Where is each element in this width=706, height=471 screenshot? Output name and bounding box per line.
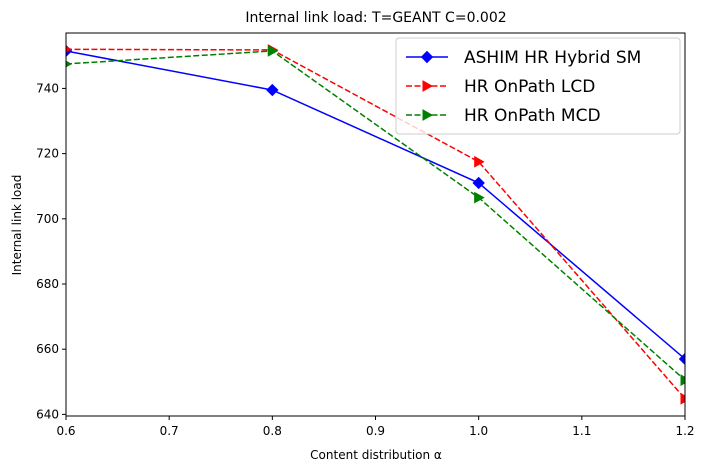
x-tick-label: 1.2: [675, 424, 694, 438]
y-tick-label: 740: [36, 81, 59, 95]
y-tick-label: 700: [36, 212, 59, 226]
legend-label: HR OnPath LCD: [464, 77, 595, 97]
y-axis: 640 660 680 700 720 740: [36, 81, 66, 421]
legend: ASHIM HR Hybrid SM HR OnPath LCD HR OnPath…: [395, 37, 681, 135]
legend-box: [395, 37, 681, 135]
legend-marker: [422, 109, 434, 121]
series-line-0: [66, 50, 685, 360]
x-axis-label: Content distribution α: [310, 448, 442, 462]
series-line-2: [66, 50, 685, 381]
data-point: [267, 45, 279, 57]
data-point: [474, 191, 485, 204]
chart-title: Internal link load: T=GEANT C=0.002: [245, 10, 506, 26]
x-axis: 0.6 0.7 0.8 0.9 1.0 1.1 1.2: [56, 416, 695, 438]
x-tick-label: 0.9: [366, 424, 385, 438]
plot-area: [66, 44, 685, 405]
x-tick-label: 1.1: [572, 424, 591, 438]
x-tick-label: 0.6: [56, 424, 75, 438]
y-tick-label: 640: [36, 407, 59, 421]
data-point: [474, 155, 485, 168]
data-point: [472, 176, 485, 190]
x-tick-label: 0.8: [263, 424, 282, 438]
x-tick-label: 0.7: [160, 424, 179, 438]
data-point: [678, 352, 685, 366]
y-tick-label: 660: [36, 342, 59, 356]
series-line-1: [66, 48, 685, 400]
y-axis-label: Internal link load: [10, 175, 24, 276]
legend-label: HR OnPath MCD: [464, 106, 601, 126]
data-point: [680, 392, 685, 405]
x-tick-label: 1.0: [469, 424, 488, 438]
series-layer: [66, 44, 685, 405]
data-point: [266, 83, 279, 97]
legend-label: ASHIM HR Hybrid SM: [464, 48, 641, 68]
y-tick-label: 720: [36, 147, 59, 161]
legend-marker: [422, 80, 434, 92]
legend-marker: [420, 50, 434, 64]
y-tick-label: 680: [36, 277, 59, 291]
data-point: [680, 374, 685, 386]
